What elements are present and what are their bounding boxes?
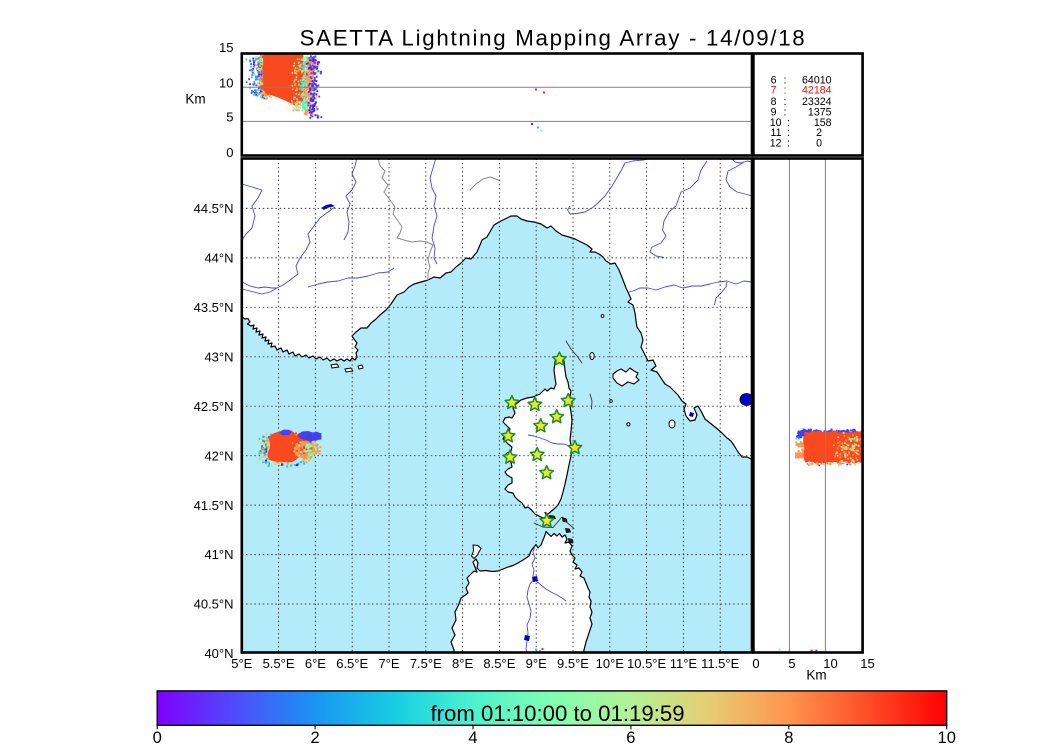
svg-text::: : [784, 75, 787, 87]
svg-text:2: 2 [311, 729, 320, 747]
svg-text:5.5°E: 5.5°E [263, 656, 295, 671]
svg-text:11°E: 11°E [670, 656, 698, 671]
svg-text::: : [784, 106, 787, 118]
svg-text:7: 7 [771, 85, 777, 97]
svg-text:7°E: 7°E [378, 656, 399, 671]
svg-text:40°N: 40°N [204, 646, 233, 661]
svg-text:8: 8 [784, 729, 793, 747]
svg-text:6°E: 6°E [305, 656, 326, 671]
svg-text:10: 10 [770, 117, 782, 129]
svg-text:41°N: 41°N [204, 547, 233, 562]
svg-text:5°E: 5°E [231, 656, 252, 671]
svg-text:6: 6 [626, 729, 635, 747]
svg-text:4: 4 [468, 729, 477, 747]
svg-text:42.5°N: 42.5°N [194, 399, 234, 414]
svg-text::: : [787, 138, 790, 150]
svg-text:Km: Km [185, 92, 205, 107]
svg-text:9: 9 [771, 106, 777, 118]
svg-text:64010: 64010 [802, 75, 832, 87]
svg-text:0: 0 [816, 138, 822, 150]
svg-text:41.5°N: 41.5°N [194, 498, 234, 513]
svg-text::: : [784, 85, 787, 97]
svg-text:44.5°N: 44.5°N [194, 201, 234, 216]
svg-text:10: 10 [938, 729, 956, 747]
svg-text:2: 2 [816, 127, 822, 139]
svg-text:8.5°E: 8.5°E [483, 656, 515, 671]
svg-text:42184: 42184 [802, 85, 832, 97]
svg-text:15: 15 [860, 656, 874, 671]
svg-text:Km: Km [806, 668, 826, 683]
svg-text:1375: 1375 [808, 106, 832, 118]
svg-text:15: 15 [219, 40, 233, 55]
svg-text:6: 6 [771, 75, 777, 87]
svg-text::: : [787, 117, 790, 129]
svg-text:6.5°E: 6.5°E [336, 656, 368, 671]
svg-text:10°E: 10°E [596, 656, 625, 671]
svg-text:10: 10 [823, 656, 837, 671]
svg-text:43.5°N: 43.5°N [194, 300, 234, 315]
svg-text:23324: 23324 [802, 96, 832, 108]
svg-text:7.5°E: 7.5°E [410, 656, 442, 671]
svg-text::: : [787, 127, 790, 139]
svg-text:158: 158 [814, 117, 832, 129]
svg-text:10: 10 [219, 75, 233, 90]
svg-text:44°N: 44°N [204, 251, 233, 266]
svg-text:42°N: 42°N [204, 448, 233, 463]
svg-text:43°N: 43°N [204, 349, 233, 364]
svg-text:11.5°E: 11.5°E [701, 656, 740, 671]
svg-text::: : [784, 96, 787, 108]
svg-text:8: 8 [771, 96, 777, 108]
svg-text:12: 12 [770, 138, 782, 150]
svg-text:0: 0 [752, 656, 759, 671]
svg-text:from 01:10:00 to 01:19:59: from 01:10:00 to 01:19:59 [430, 701, 684, 726]
svg-text:0: 0 [226, 145, 233, 160]
svg-text:5: 5 [226, 109, 233, 124]
svg-text:10.5°E: 10.5°E [627, 656, 667, 671]
svg-text:SAETTA Lightning Mapping Array: SAETTA Lightning Mapping Array - 14/09/1… [300, 26, 807, 51]
svg-text:5: 5 [788, 656, 795, 671]
svg-text:11: 11 [771, 127, 782, 139]
svg-text:9.5°E: 9.5°E [557, 656, 589, 671]
svg-text:40.5°N: 40.5°N [194, 597, 234, 612]
svg-text:9°E: 9°E [526, 656, 547, 671]
svg-text:0: 0 [153, 729, 162, 747]
svg-text:8°E: 8°E [452, 656, 473, 671]
